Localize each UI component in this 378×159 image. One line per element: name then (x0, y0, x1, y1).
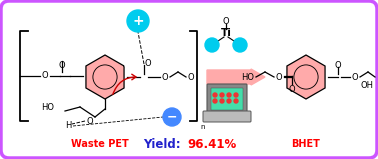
Text: O: O (162, 73, 168, 82)
Text: BHET: BHET (291, 139, 321, 149)
Text: O: O (223, 17, 229, 25)
Circle shape (234, 93, 238, 97)
Text: O: O (335, 62, 341, 70)
Text: n: n (200, 124, 204, 130)
Circle shape (205, 38, 219, 52)
FancyArrowPatch shape (113, 74, 136, 94)
FancyArrow shape (207, 69, 265, 85)
Text: O: O (145, 59, 151, 69)
FancyBboxPatch shape (211, 88, 243, 110)
Text: O: O (352, 73, 358, 82)
FancyBboxPatch shape (207, 84, 247, 114)
Circle shape (220, 93, 224, 97)
Text: Yield:: Yield: (143, 138, 185, 151)
Circle shape (213, 93, 217, 97)
Text: HO: HO (42, 103, 54, 111)
Text: 96.41%: 96.41% (187, 138, 236, 151)
Text: O: O (276, 73, 282, 82)
Circle shape (213, 99, 217, 103)
Text: O: O (188, 73, 194, 82)
Polygon shape (287, 55, 325, 99)
Circle shape (227, 93, 231, 97)
Circle shape (234, 99, 238, 103)
Circle shape (220, 99, 224, 103)
Text: O: O (87, 117, 93, 125)
Circle shape (227, 99, 231, 103)
Text: Waste PET: Waste PET (71, 139, 129, 149)
Text: O: O (289, 84, 295, 93)
Text: Ti: Ti (220, 28, 231, 38)
Circle shape (163, 108, 181, 126)
Text: HO: HO (242, 73, 254, 82)
Circle shape (127, 10, 149, 32)
Circle shape (233, 38, 247, 52)
Text: OH: OH (361, 80, 373, 90)
Text: −: − (167, 111, 177, 124)
Polygon shape (86, 55, 124, 99)
Text: O: O (42, 72, 48, 80)
Text: +: + (132, 14, 144, 28)
Text: H: H (65, 121, 71, 131)
FancyBboxPatch shape (203, 111, 251, 122)
Text: O: O (59, 62, 65, 70)
